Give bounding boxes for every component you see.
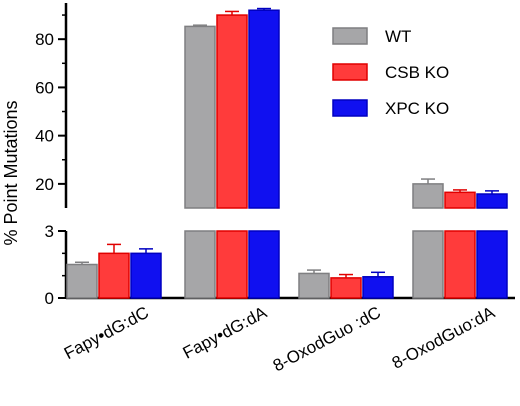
legend: WT CSB KO XPC KO [332,27,449,118]
bar-csb-ko-upper [216,14,248,209]
bar-xpc-ko-upper [476,193,508,209]
bar-wt-lower [412,230,444,299]
legend-swatch [332,99,368,117]
legend-label: WT [385,27,411,46]
x-tick-label: 8-OxodGuo :dC [270,303,384,376]
y-tick-label: 40 [35,127,54,146]
bar-xpc-ko [130,252,162,299]
bar-wt-upper [184,25,216,209]
bar-xpc-ko [362,276,394,299]
bar-csb-ko [98,252,130,299]
bar-xpc-ko-lower [248,230,280,299]
bar-csb-ko-lower [216,230,248,299]
x-tick-label: 8-OxodGuo:dA [389,302,499,372]
bar-csb-ko-lower [444,230,476,299]
bar-xpc-ko-upper [248,9,280,209]
y-tick-label: 60 [35,78,54,97]
bar-csb-ko-upper [444,191,476,209]
bar-wt [298,272,330,299]
y-tick-label: 0 [45,289,54,308]
y-tick-label: 3 [45,222,54,241]
y-axis-label: % Point Mutations [1,100,21,245]
y-tick-label: 80 [35,30,54,49]
x-tick-label: Fapy•dG:dA [180,302,271,362]
x-tick-label: Fapy•dG:dC [61,303,152,363]
bar-wt [66,263,98,299]
bar-csb-ko [330,277,362,299]
legend-label: CSB KO [385,63,449,82]
legend-swatch [332,63,368,81]
legend-label: XPC KO [385,99,449,118]
y-tick-label: 20 [35,175,54,194]
x-tick-labels: Fapy•dG:dC Fapy•dG:dA 8-OxodGuo :dC 8-OxodG… [61,302,499,375]
bar-wt-lower [184,230,216,299]
bar-xpc-ko-lower [476,230,508,299]
bars [66,7,508,299]
bar-wt-upper [412,183,444,209]
legend-swatch [332,27,368,45]
